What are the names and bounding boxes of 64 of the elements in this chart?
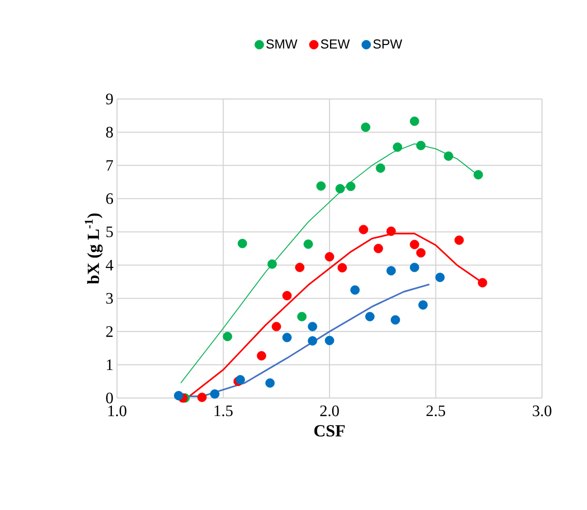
point xyxy=(474,170,483,180)
x-tick-label: 3.0 xyxy=(532,405,552,416)
point xyxy=(374,244,384,254)
point xyxy=(272,322,282,332)
point xyxy=(324,336,334,346)
y-tick-label: 5 xyxy=(106,226,113,238)
point xyxy=(360,122,370,132)
point xyxy=(256,351,266,360)
y-tick-label: 8 xyxy=(106,126,113,138)
point xyxy=(416,248,426,258)
point xyxy=(297,312,307,322)
point xyxy=(210,389,220,399)
point xyxy=(410,240,420,250)
y-tick-label: 6 xyxy=(106,193,114,204)
point xyxy=(338,263,347,272)
y-tick-label: 2 xyxy=(106,326,113,337)
point xyxy=(346,182,356,192)
point xyxy=(316,181,326,191)
x-tick-label: 1.5 xyxy=(214,405,233,416)
y-tick-label: 4 xyxy=(106,260,114,270)
x-tick-label: 2.0 xyxy=(320,405,339,416)
point xyxy=(435,272,445,282)
y-tick-label: 3 xyxy=(106,292,113,304)
y-tick-label: 7 xyxy=(106,160,114,171)
point xyxy=(410,262,420,272)
point xyxy=(386,266,396,276)
point xyxy=(410,116,420,126)
point xyxy=(282,290,292,300)
point xyxy=(390,315,400,325)
legend-label: SMW xyxy=(266,39,298,49)
point xyxy=(265,378,275,388)
point xyxy=(236,375,245,384)
point xyxy=(335,184,345,194)
legend-label: SEW xyxy=(320,39,350,49)
point xyxy=(350,285,360,295)
point xyxy=(365,312,375,322)
point xyxy=(324,252,334,262)
x-axis-title: CSF xyxy=(314,425,345,437)
point xyxy=(444,151,454,161)
point xyxy=(376,163,386,173)
point xyxy=(174,390,184,400)
point xyxy=(308,336,318,346)
point xyxy=(308,322,318,332)
point xyxy=(386,226,396,236)
y-axis-title: bX (g L$^{-1}$) xyxy=(84,213,103,284)
point xyxy=(358,224,368,234)
point xyxy=(267,259,277,269)
point xyxy=(295,262,304,272)
point xyxy=(418,300,428,310)
point xyxy=(478,278,488,288)
y-tick-label: 0 xyxy=(106,392,113,404)
point xyxy=(282,332,292,342)
point xyxy=(454,235,464,245)
point xyxy=(222,332,232,342)
legend-label: SPW xyxy=(373,39,402,49)
y-tick-label: 1 xyxy=(106,360,113,370)
point xyxy=(392,142,402,152)
point xyxy=(197,392,207,402)
x-tick-label: 1.0 xyxy=(108,405,126,416)
x-tick-label: 2.5 xyxy=(426,405,446,416)
y-tick-label: 9 xyxy=(106,94,113,104)
point xyxy=(304,239,313,249)
point xyxy=(416,140,426,150)
point xyxy=(238,238,248,248)
